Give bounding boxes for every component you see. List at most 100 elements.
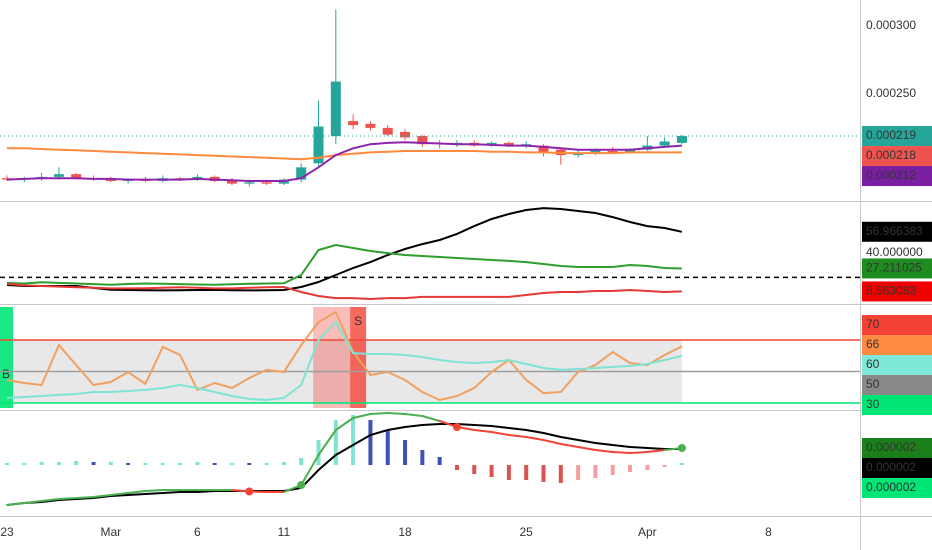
- indicator-segment: [369, 412, 389, 415]
- signal-zone: [313, 307, 351, 408]
- histogram-bar: [472, 465, 477, 474]
- indicator-line: [7, 147, 682, 161]
- indicator-segment: [473, 429, 493, 433]
- histogram-bar: [247, 463, 252, 465]
- histogram-bar: [74, 461, 79, 465]
- indicator-segment: [75, 496, 95, 499]
- price-label: 0.000218: [866, 148, 916, 162]
- price-label-box: [862, 355, 932, 375]
- indicator-segment: [352, 413, 372, 419]
- price-label: 0.000002: [866, 460, 916, 474]
- signal-label: S: [354, 314, 362, 328]
- price-label-box: [862, 458, 932, 478]
- indicator-segment: [40, 498, 60, 502]
- indicator-line: [6, 243, 682, 286]
- indicator-line: [6, 320, 683, 402]
- indicator-line: [6, 423, 682, 506]
- histogram-bar: [403, 440, 408, 465]
- histogram-bar: [558, 465, 563, 483]
- price-label-box: [862, 315, 932, 335]
- signal-label: B: [2, 367, 10, 381]
- histogram-bar: [524, 465, 529, 480]
- axes: 23 Mar 6 11 18 25 Apr 8 0.000250 0.000300 0.000219…: [0, 18, 932, 539]
- candle-body: [503, 142, 514, 146]
- histogram-bar: [506, 465, 511, 480]
- price-label-box: [862, 281, 932, 302]
- price-label: 8.563083: [866, 284, 916, 298]
- histogram-bar: [593, 465, 598, 478]
- price-label-box: [862, 395, 932, 415]
- price-label-box: [862, 478, 932, 498]
- price-label: 27.211025: [866, 261, 922, 275]
- histogram-bar: [351, 415, 356, 465]
- indicator-segment: [507, 434, 528, 438]
- histogram-bar: [628, 465, 633, 472]
- candle-body: [607, 151, 618, 153]
- indicator-segment: [386, 412, 407, 415]
- candle-body: [590, 149, 601, 153]
- histogram-bar: [160, 463, 165, 465]
- candle-body: [382, 127, 393, 135]
- indicator-segment: [92, 494, 112, 498]
- histogram-bar: [316, 440, 321, 465]
- cross-marker: [297, 481, 306, 489]
- indicator-segment: [300, 454, 320, 486]
- candle-body: [538, 145, 549, 153]
- candle-body: [105, 179, 116, 181]
- x-tick-label: Apr: [638, 525, 657, 539]
- histogram-bar: [178, 463, 183, 465]
- x-tick-label: 25: [520, 525, 534, 539]
- x-tick-label: 23: [0, 525, 14, 539]
- candle-body: [330, 81, 341, 137]
- histogram-bar: [679, 463, 684, 465]
- candle-body: [659, 141, 670, 146]
- candle-body: [261, 182, 272, 184]
- indicator-line: [6, 310, 683, 402]
- indicator-segment: [629, 451, 649, 454]
- candle-body: [71, 174, 82, 179]
- histogram-bar: [212, 463, 217, 465]
- histogram-bar: [368, 420, 373, 465]
- indicator-segment: [127, 490, 147, 494]
- price-label: 70: [866, 317, 880, 331]
- histogram-bar: [264, 463, 269, 465]
- histogram-bar: [662, 465, 667, 467]
- indicator-segment: [646, 449, 666, 453]
- histogram-bar: [541, 465, 546, 482]
- histogram-bar: [645, 465, 650, 470]
- indicator-segment: [594, 449, 614, 453]
- indicator-segment: [23, 500, 43, 504]
- cross-marker: [677, 444, 686, 452]
- histogram-bar: [108, 462, 113, 465]
- price-label: 60: [866, 357, 880, 371]
- histogram-bar: [420, 450, 425, 465]
- y-tick-label: 40.000000: [866, 245, 923, 259]
- indicator-segment: [334, 417, 355, 431]
- price-label-box: [862, 438, 932, 458]
- candle-body: [226, 180, 237, 184]
- indicator-segment: [559, 443, 580, 448]
- indicator-segment: [57, 497, 78, 500]
- x-tick-label: 18: [398, 525, 412, 539]
- histogram-bar: [281, 462, 286, 465]
- histogram-bar: [437, 457, 442, 465]
- histogram-bar: [143, 463, 148, 465]
- histogram-bar: [56, 462, 61, 465]
- indicator-line: [6, 207, 683, 292]
- candle-body: [676, 136, 687, 143]
- indicator-segment: [421, 415, 441, 422]
- price-label-box: [862, 375, 932, 395]
- signal-box: [0, 307, 13, 408]
- indicator-segment: [542, 439, 562, 445]
- candle-body: [400, 131, 411, 138]
- histogram-bar: [22, 463, 27, 465]
- oscillator-pane: BS: [0, 307, 860, 408]
- histogram-bar: [489, 465, 494, 477]
- indicator-segment: [6, 502, 26, 506]
- indicator-line: [6, 283, 682, 301]
- price-label-box: [862, 166, 932, 187]
- candle-body: [365, 123, 376, 128]
- histogram-bar: [195, 462, 200, 465]
